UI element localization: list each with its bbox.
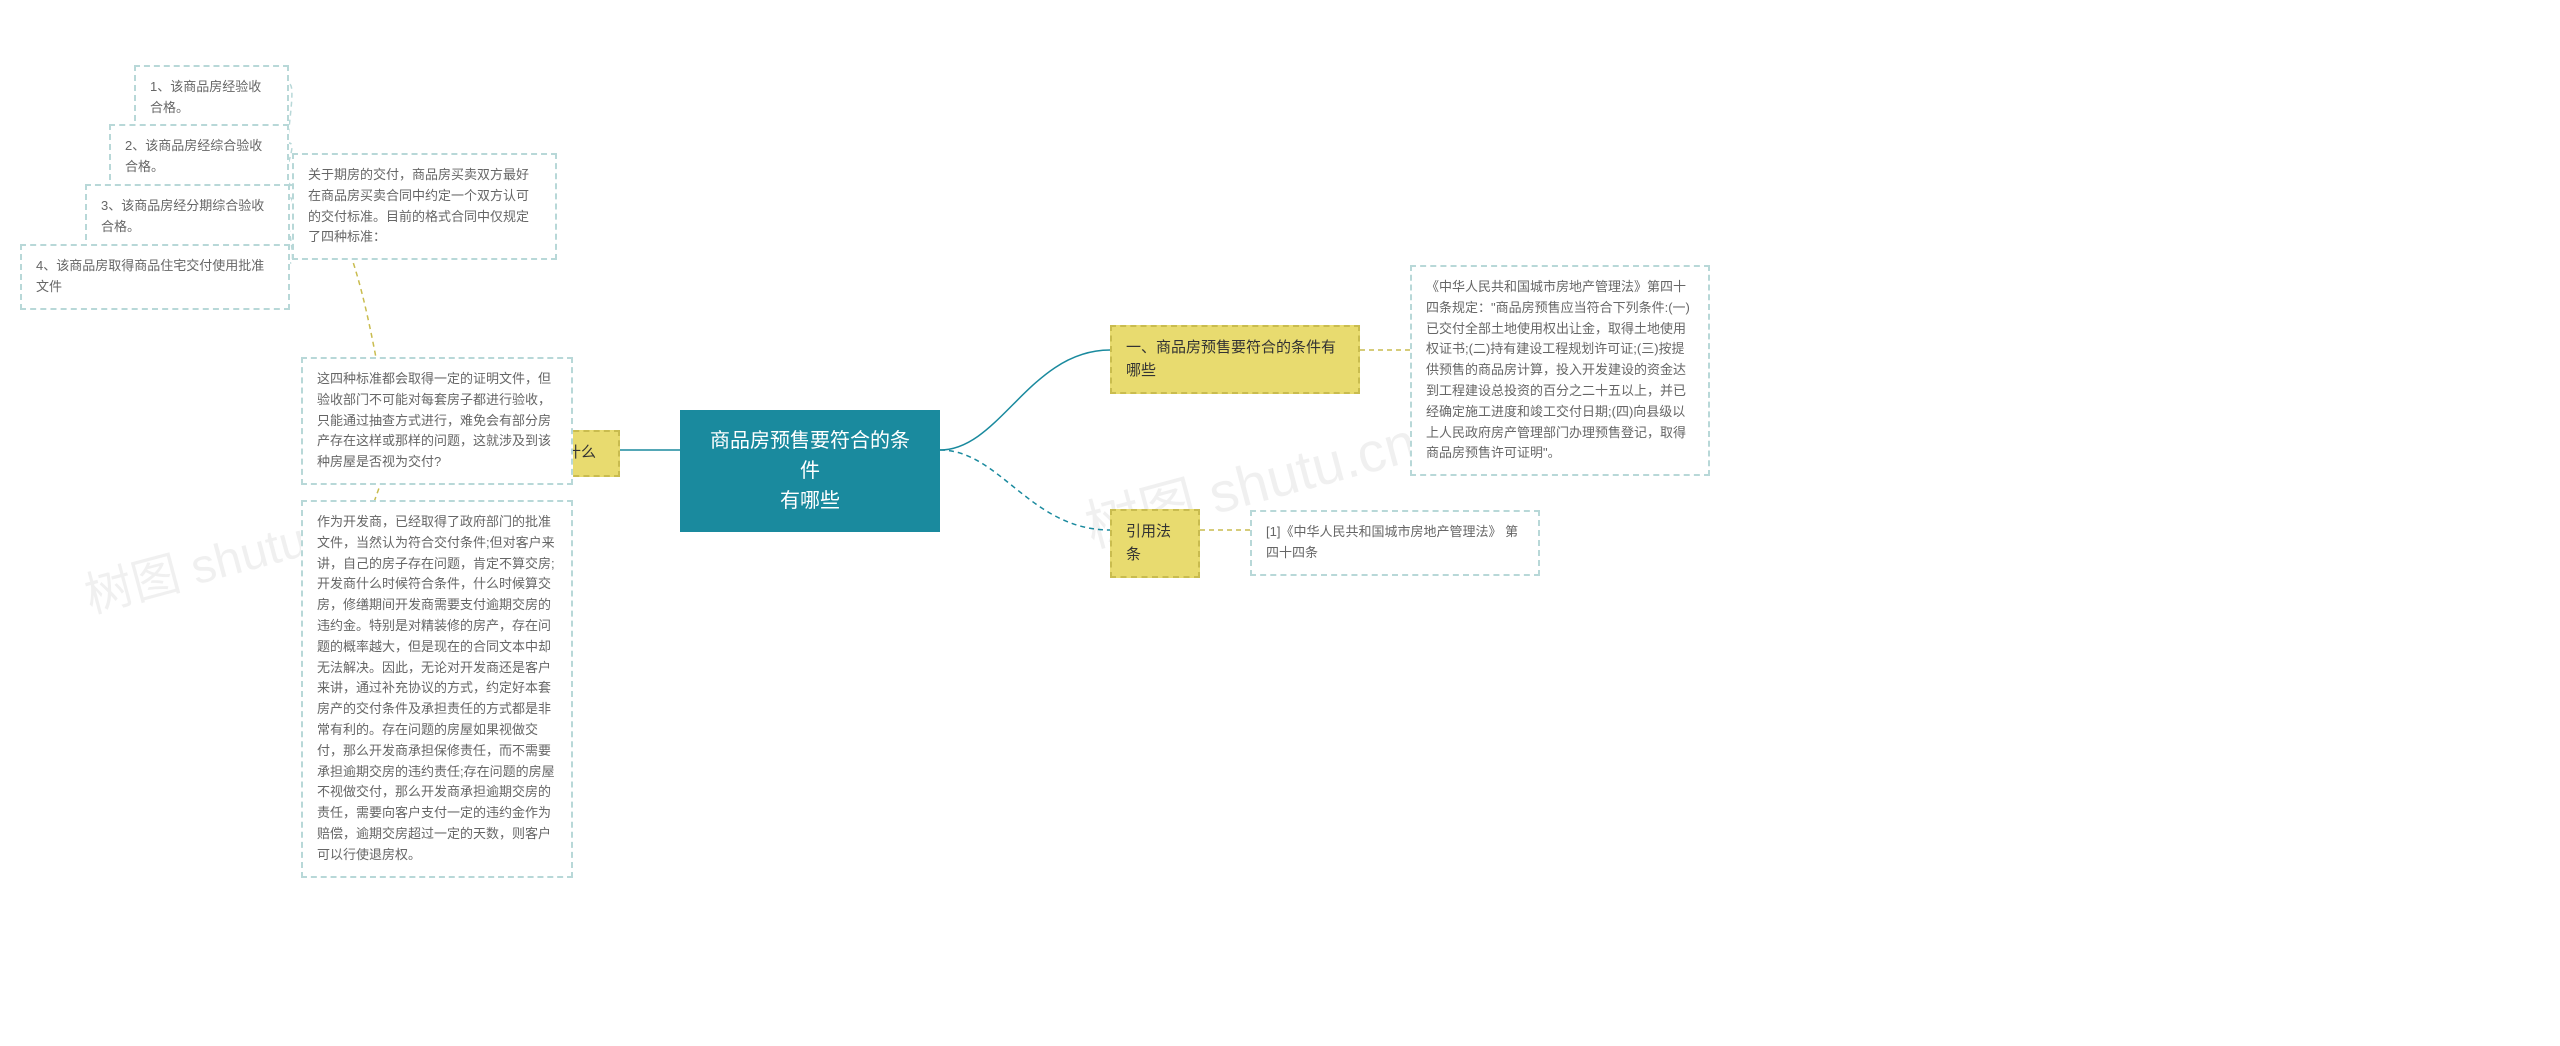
root-line2: 有哪些 bbox=[704, 486, 916, 516]
leaf-developer-text[interactable]: 作为开发商，已经取得了政府部门的批准文件，当然认为符合交付条件;但对客户来讲，自… bbox=[301, 500, 573, 878]
leaf-citation-text[interactable]: [1]《中华人民共和国城市房地产管理法》 第四十四条 bbox=[1250, 510, 1540, 576]
leaf-standards-intro[interactable]: 关于期房的交付，商品房买卖双方最好在商品房买卖合同中约定一个双方认可的交付标准。… bbox=[292, 153, 557, 260]
root-line1: 商品房预售要符合的条件 bbox=[704, 426, 916, 486]
leaf-standard-1[interactable]: 1、该商品房经验收合格。 bbox=[134, 65, 289, 131]
leaf-standard-4[interactable]: 4、该商品房取得商品住宅交付使用批准文件 bbox=[20, 244, 290, 310]
branch-conditions[interactable]: 一、商品房预售要符合的条件有哪些 bbox=[1110, 325, 1360, 394]
leaf-standard-2[interactable]: 2、该商品房经综合验收合格。 bbox=[109, 124, 289, 190]
leaf-standard-3[interactable]: 3、该商品房经分期综合验收合格。 bbox=[85, 184, 290, 250]
branch-citation[interactable]: 引用法条 bbox=[1110, 509, 1200, 578]
leaf-law-text[interactable]: 《中华人民共和国城市房地产管理法》第四十四条规定："商品房预售应当符合下列条件:… bbox=[1410, 265, 1710, 476]
leaf-standards-question[interactable]: 这四种标准都会取得一定的证明文件，但验收部门不可能对每套房子都进行验收，只能通过… bbox=[301, 357, 573, 485]
root-node[interactable]: 商品房预售要符合的条件 有哪些 bbox=[680, 410, 940, 532]
